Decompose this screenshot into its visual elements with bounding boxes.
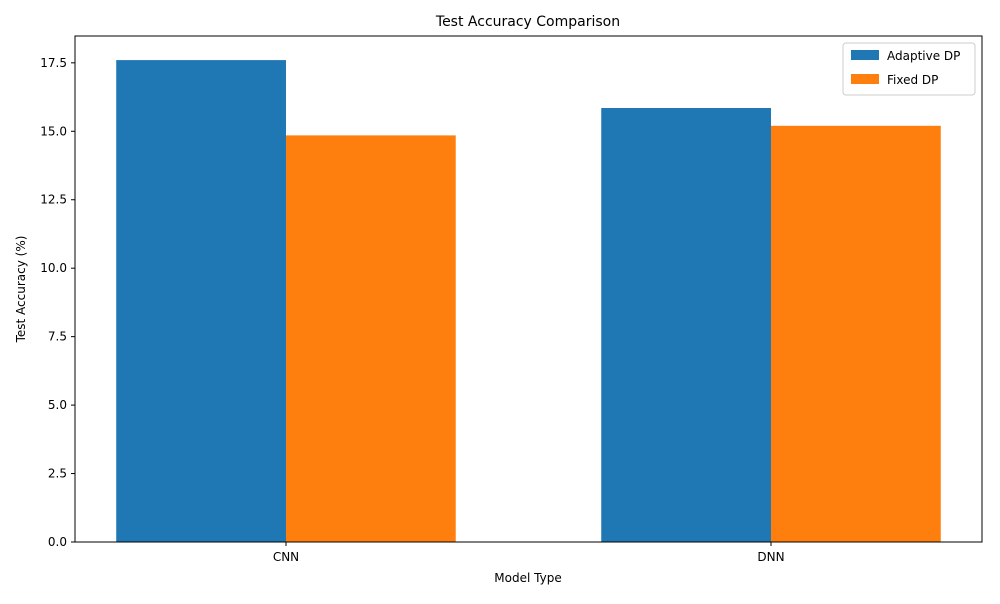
legend-swatch-fixed-dp bbox=[851, 74, 879, 84]
y-tick-label: 15.0 bbox=[40, 124, 67, 138]
bars-layer bbox=[116, 60, 941, 543]
x-axis: CNN DNN bbox=[273, 542, 785, 564]
x-tick-label-dnn: DNN bbox=[757, 550, 784, 564]
y-tick-label: 7.5 bbox=[48, 330, 67, 344]
y-tick-label: 10.0 bbox=[40, 261, 67, 275]
y-axis: 0.0 2.5 5.0 7.5 10.0 12.5 15.0 17.5 bbox=[40, 56, 75, 549]
y-tick-label: 5.0 bbox=[48, 398, 67, 412]
legend-label-adaptive-dp: Adaptive DP bbox=[887, 49, 960, 63]
y-tick-label: 2.5 bbox=[48, 467, 67, 481]
legend-swatch-adaptive-dp bbox=[851, 50, 879, 60]
legend-label-fixed-dp: Fixed DP bbox=[887, 73, 938, 87]
chart-title: Test Accuracy Comparison bbox=[435, 14, 620, 30]
x-tick-label-cnn: CNN bbox=[273, 550, 299, 564]
bar-fixed-dp-dnn bbox=[771, 125, 941, 543]
plot-area-frame bbox=[74, 35, 983, 543]
y-tick-label: 0.0 bbox=[48, 535, 67, 549]
legend: Adaptive DP Fixed DP bbox=[842, 42, 976, 96]
bar-adaptive-dp-cnn bbox=[116, 60, 286, 542]
y-tick-label: 17.5 bbox=[40, 56, 67, 70]
bar-fixed-dp-cnn bbox=[285, 135, 456, 542]
y-axis-label: Test Accuracy (%) bbox=[14, 236, 28, 344]
x-axis-label: Model Type bbox=[494, 571, 561, 585]
bar-adaptive-dp-dnn bbox=[601, 108, 772, 542]
y-tick-label: 12.5 bbox=[40, 193, 67, 207]
